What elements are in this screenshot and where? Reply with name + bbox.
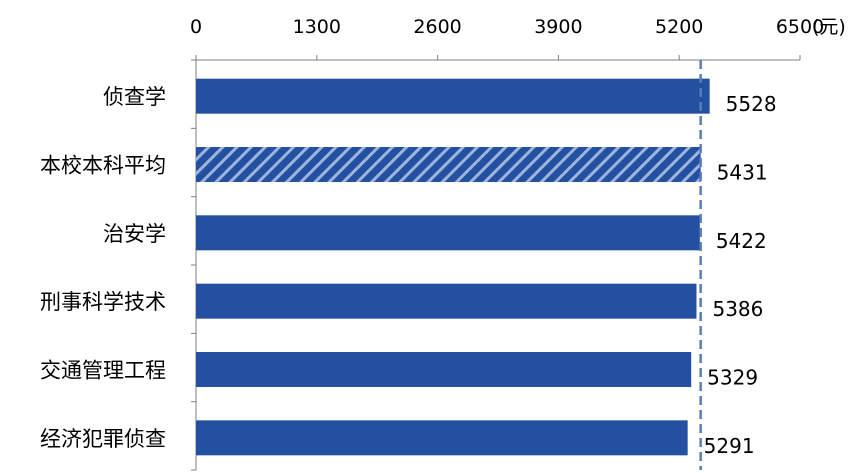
bar [196, 352, 692, 387]
labels-layer: 0 1300 2600 3900 5200 6500(元) 侦查学 5528 本校本科平均 543… [40, 16, 846, 458]
bars-layer [196, 78, 710, 456]
x-tick-label: 1300 [293, 16, 341, 38]
value-label: 5386 [712, 297, 763, 321]
axis-unit-label: (元) [812, 16, 846, 38]
value-label: 5422 [716, 229, 767, 253]
value-label: 5329 [707, 366, 758, 390]
category-label: 侦查学 [103, 85, 166, 109]
bar [196, 215, 700, 251]
category-label: 本校本科平均 [40, 154, 166, 178]
value-label: 5528 [726, 92, 777, 116]
value-label: 5431 [717, 161, 768, 185]
x-tick-label: 3900 [534, 16, 582, 38]
x-tick-label: 6500 [776, 16, 824, 38]
x-tick-label: 0 [190, 16, 202, 38]
x-tick-label: 5200 [655, 16, 703, 38]
category-label: 交通管理工程 [40, 359, 166, 383]
bar [196, 78, 710, 114]
category-label: 经济犯罪侦查 [40, 427, 166, 451]
category-label: 刑事科学技术 [40, 290, 166, 314]
bar-average [196, 147, 701, 182]
x-tick-label: 2600 [413, 16, 461, 38]
value-label: 5291 [704, 434, 755, 458]
category-label: 治安学 [103, 222, 166, 246]
bar [196, 283, 697, 319]
bar [196, 420, 688, 456]
axis-layer [191, 55, 801, 471]
